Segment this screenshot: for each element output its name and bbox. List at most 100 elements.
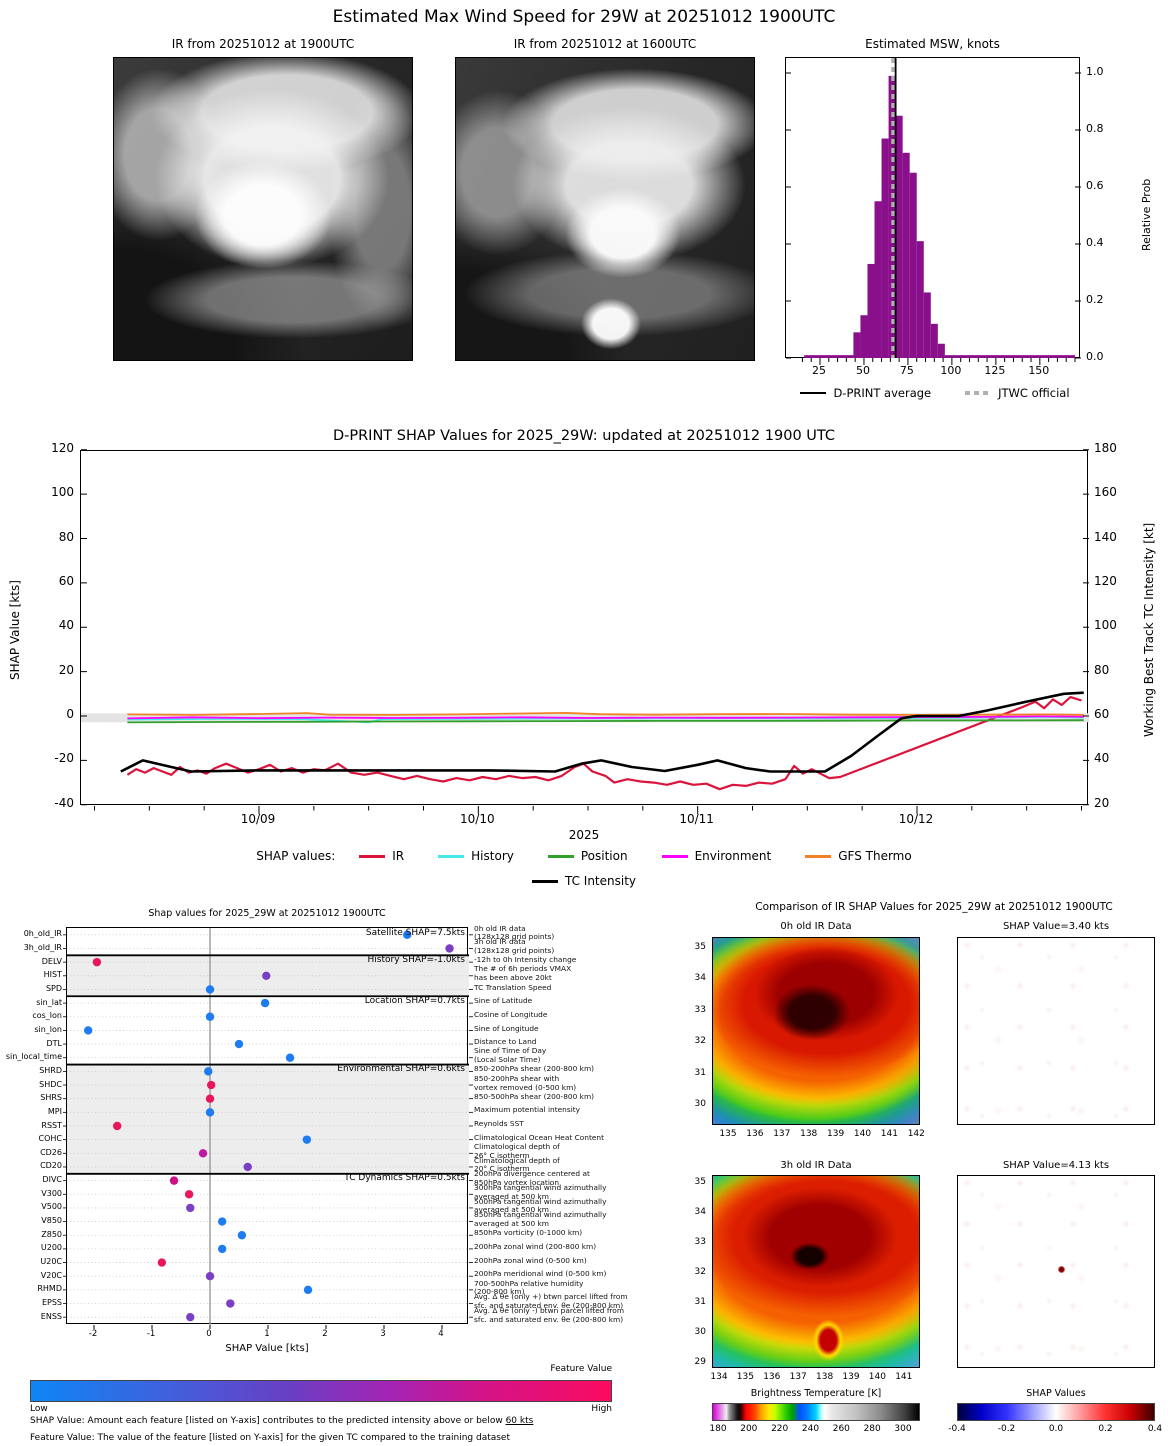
tick-label: 32: [694, 1267, 706, 1277]
feature-desc-epss: Avg. Δ θe (only +) btwn parcel lifted fr…: [474, 1292, 628, 1310]
feature-desc-0h_old_ir: 0h old IR data (128x128 grid points): [474, 923, 555, 942]
tick-label: 138: [816, 1372, 834, 1382]
section-header: TC Dynamics SHAP=0.5kts: [344, 1173, 465, 1184]
histogram-title: Estimated MSW, knots: [865, 37, 1000, 51]
feature-label-delv: DELV: [41, 956, 62, 966]
tick-label: 120: [1094, 573, 1117, 588]
tick-label: 20: [58, 662, 74, 677]
footnote-shap-value-text: SHAP Value: Amount each feature [listed …: [30, 1416, 506, 1426]
shap-map-3h-title: SHAP Value=4.13 kts: [1002, 1160, 1110, 1171]
feature-desc-u200: 200hPa zonal wind (200-800 km): [474, 1241, 597, 1251]
feature-desc-cd20: Climatological depth of 20° C isotherm: [474, 1155, 560, 1174]
feature-desc-shdc: 850-200hPa shear with vortex removed (0-5…: [474, 1073, 577, 1092]
tick-label: 150: [1028, 364, 1050, 377]
feature-label-cd26: CD26: [40, 1147, 62, 1157]
tick-label: 0.4: [1086, 236, 1104, 249]
tick-label: 35: [694, 942, 706, 952]
feature-label-shrd: SHRD: [39, 1065, 62, 1075]
legend-tc-intensity-label: TC Intensity: [564, 874, 637, 888]
tick-label: 142: [907, 1129, 925, 1139]
legend-environment: Environment: [661, 849, 771, 863]
tick-label: 0: [206, 1329, 212, 1339]
feature-desc-spd: TC Translation Speed: [474, 982, 552, 992]
tick-label: 260: [832, 1424, 850, 1434]
feature-desc-shrs: 850-500hPa shear (200-800 km): [474, 1091, 595, 1101]
feature-label-rhmd: RHMD: [37, 1284, 62, 1294]
shap-colorbar-title: SHAP Values: [1026, 1388, 1086, 1399]
feature-label-spd: SPD: [45, 983, 62, 993]
feature-desc-sin_lon: Sine of Longitude: [474, 1023, 539, 1033]
timeseries-ylabel-right: Working Best Track TC Intensity [kt]: [1142, 522, 1156, 738]
feature-value-colorbar: [30, 1380, 612, 1402]
tick-label: 138: [800, 1129, 818, 1139]
tick-label: 80: [1094, 662, 1110, 677]
feature-label-v850: V850: [41, 1216, 62, 1226]
histogram-ylabel: Relative Prob: [1140, 178, 1153, 252]
shap-values-colorbar: [957, 1403, 1155, 1421]
legend-dprint-average: D-PRINT average: [800, 386, 931, 400]
tick-label: 33: [694, 1004, 706, 1015]
footnote-60kts: 60 kts: [505, 1416, 534, 1426]
tick-label: -20: [54, 751, 74, 766]
tick-label: 134: [710, 1372, 728, 1382]
tick-label: 220: [771, 1424, 789, 1434]
feature-label-sin_lat: sin_lat: [36, 997, 62, 1007]
feature-desc-enss: Avg. Δ θe (only -) btwn parcel lifted fr…: [474, 1305, 625, 1324]
tc-intensity-line-icon: [531, 879, 558, 883]
tick-label: 240: [801, 1424, 820, 1434]
feature-desc-hist: The # of 6h periods VMAX has been above 2…: [474, 964, 572, 983]
feature-desc-delv: -12h to 0h Intensity change: [474, 955, 577, 965]
ir-3h-image: [712, 1175, 920, 1368]
tick-label: 30: [694, 1327, 706, 1337]
section-header: History SHAP=-1.0kts: [367, 954, 465, 965]
timeseries-legend-row2: TC Intensity: [84, 874, 1084, 888]
tick-label: 135: [736, 1372, 754, 1382]
tick-label: 140: [868, 1372, 886, 1382]
ir-line-icon: [359, 854, 386, 858]
legend-gfs-thermo-label: GFS Thermo: [838, 849, 912, 863]
feature-desc-z850: 850hPa vorticity (0-1000 km): [474, 1228, 583, 1238]
bt-colorbar: [712, 1403, 920, 1421]
tick-label: 10/09: [240, 812, 276, 826]
feature-label-cohc: COHC: [38, 1134, 62, 1144]
feature-value-colorbar-title: Feature Value: [550, 1364, 612, 1374]
feature-desc-v20c: 200hPa meridional wind (0-500 km): [474, 1269, 607, 1279]
feature-label-sin_lon: sin_lon: [34, 1024, 62, 1034]
tick-label: 180: [1094, 440, 1117, 455]
tick-label: -2: [88, 1329, 98, 1339]
tick-label: 125: [984, 364, 1006, 377]
tick-label: 280: [863, 1424, 881, 1434]
section-header: Satellite SHAP=7.5kts: [365, 927, 465, 938]
timeseries-legend-row1: SHAP values: IR History Position Environ…: [84, 849, 1084, 863]
legend-position-label: Position: [580, 849, 628, 863]
feature-desc-v300: 300hPa tangential wind azimuthally averag…: [474, 1182, 607, 1201]
tick-label: 136: [763, 1372, 781, 1382]
position-line-icon: [547, 854, 574, 858]
tick-label: 180: [709, 1424, 727, 1434]
colorbar-high-label: High: [591, 1404, 612, 1414]
tick-label: 4: [438, 1329, 444, 1339]
timeseries-title: D-PRINT SHAP Values for 2025_29W: update…: [332, 428, 836, 444]
ir-comparison-title: Comparison of IR SHAP Values for 2025_29…: [755, 901, 1113, 913]
feature-label-shdc: SHDC: [39, 1079, 62, 1089]
ir-0h-image: [712, 937, 920, 1125]
tick-label: 40: [58, 618, 74, 633]
ir-0h-title: 0h old IR Data: [780, 921, 852, 932]
tick-label: 10/10: [460, 812, 495, 826]
tick-label: 3: [380, 1329, 386, 1339]
figure-title: Estimated Max Wind Speed for 29W at 2025…: [332, 7, 836, 27]
feature-label-v20c: V20C: [40, 1270, 62, 1280]
tick-label: 33: [694, 1237, 706, 1247]
shap-map-3h-image: [957, 1175, 1155, 1368]
tick-label: 1: [264, 1329, 270, 1339]
ir-satellite-image-1900utc: [113, 57, 413, 361]
feature-label-v500: V500: [41, 1202, 62, 1212]
tick-label: 300: [894, 1424, 912, 1434]
feature-label-divc: DIVC: [42, 1175, 62, 1185]
tick-label: 10/11: [679, 812, 714, 826]
feature-label-rsst: RSST: [41, 1120, 62, 1130]
history-line-icon: [438, 854, 465, 858]
tick-label: 100: [940, 364, 962, 377]
feature-label-shrs: SHRS: [40, 1093, 62, 1103]
tick-label: 30: [694, 1099, 706, 1109]
